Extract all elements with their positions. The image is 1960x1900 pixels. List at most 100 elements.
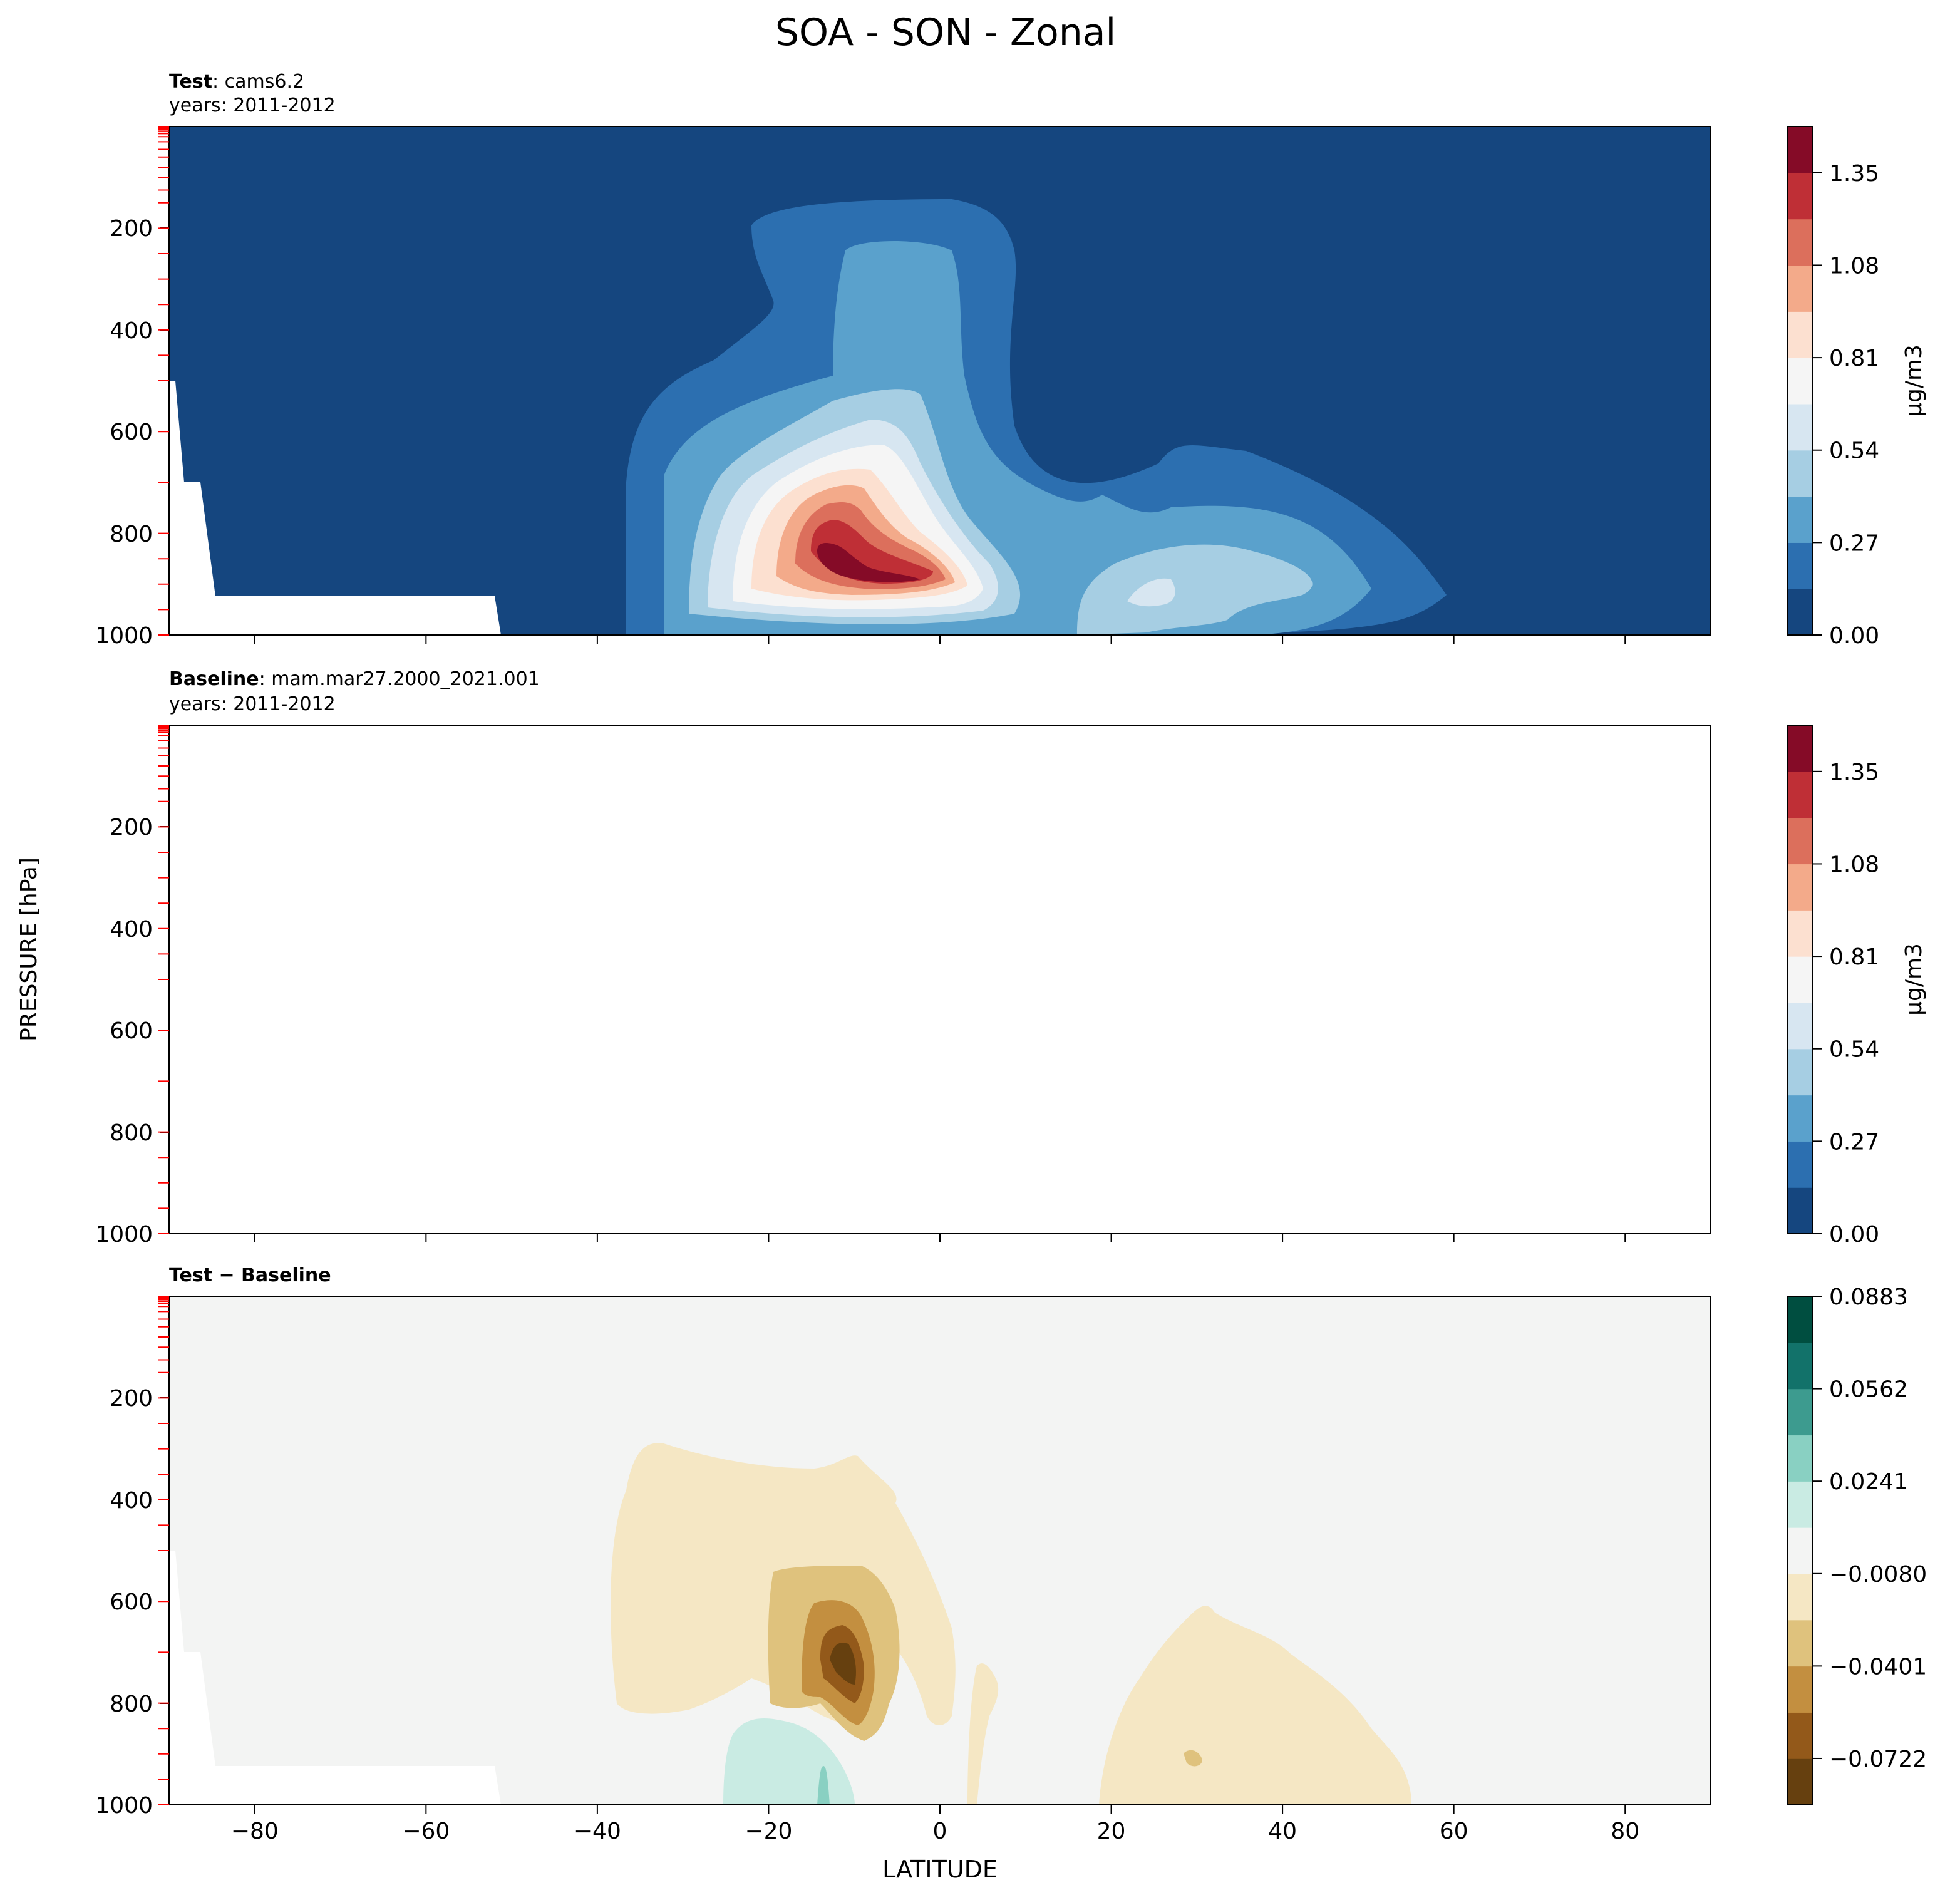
shared-x-label: LATITUDE bbox=[882, 1856, 998, 1883]
panel-baseline-years: years: 2011-2012 bbox=[169, 693, 336, 715]
colorbar-swatch bbox=[1788, 126, 1813, 173]
colorbar-swatch bbox=[1788, 542, 1813, 589]
contour-level-4-east bbox=[1127, 1177, 1175, 1206]
panel-baseline-title-rest: : mam.mar27.2000_2021.001 bbox=[259, 668, 540, 690]
panel-difference: Test − Baseline 200 400 600 800 bbox=[95, 1264, 1927, 1844]
panel-difference-title: Test − Baseline bbox=[169, 1264, 331, 1286]
svg-text:600: 600 bbox=[110, 1589, 153, 1615]
figure-title: SOA - SON - Zonal bbox=[775, 11, 1116, 54]
colorbar-swatch bbox=[1788, 1481, 1813, 1528]
panel-baseline: Baseline: mam.mar27.2000_2021.001 years:… bbox=[95, 668, 1927, 1247]
contour-level-2 bbox=[661, 840, 1371, 1234]
colorbar-swatch bbox=[1788, 1388, 1813, 1436]
svg-text:400: 400 bbox=[110, 318, 153, 344]
contour-level-neg2-east bbox=[1184, 1750, 1202, 1767]
svg-text:1000: 1000 bbox=[95, 1793, 153, 1819]
x-tick-label: 60 bbox=[1440, 1819, 1468, 1844]
panel-difference-yticks: 200 400 600 800 1000 bbox=[95, 1386, 169, 1819]
x-tick-label: −60 bbox=[402, 1819, 450, 1844]
colorbar-swatch bbox=[1788, 1141, 1813, 1188]
svg-text:800: 800 bbox=[110, 1691, 153, 1717]
colorbar-tick-label: 0.54 bbox=[1829, 1037, 1879, 1063]
colorbar-tick-label: −0.0722 bbox=[1829, 1747, 1927, 1772]
colorbar-tick-label: 0.0883 bbox=[1829, 1284, 1908, 1310]
contour-level-4-east bbox=[1127, 578, 1175, 607]
colorbar-frame bbox=[1787, 725, 1813, 1234]
colorbar-swatch bbox=[1788, 450, 1813, 497]
colorbar-swatch bbox=[1788, 956, 1813, 1003]
panel-baseline-title-bold: Baseline bbox=[169, 668, 259, 690]
x-tick-label: 0 bbox=[933, 1819, 947, 1844]
panel-baseline-title: Baseline: mam.mar27.2000_2021.001 bbox=[169, 668, 540, 690]
panel-test-model-level-ticks bbox=[158, 126, 169, 636]
contour-level-pos2 bbox=[817, 1766, 830, 1805]
contour-level-3 bbox=[686, 931, 1020, 1223]
colorbar-swatch bbox=[1788, 1187, 1813, 1234]
colorbar-swatch bbox=[1788, 1527, 1813, 1574]
colorbar-tick-label: 0.27 bbox=[1829, 530, 1879, 556]
colorbar-swatch bbox=[1788, 1435, 1813, 1482]
svg-text:800: 800 bbox=[110, 1120, 153, 1146]
contour-level-3-east bbox=[1077, 544, 1313, 635]
contour-level-neg1-thin bbox=[967, 1663, 999, 1805]
panel-test-xticks bbox=[254, 635, 1626, 644]
colorbar-tick-label: 1.08 bbox=[1829, 852, 1879, 877]
colorbar-swatch bbox=[1788, 817, 1813, 865]
svg-text:1000: 1000 bbox=[95, 623, 153, 649]
colorbar-swatch bbox=[1788, 1666, 1813, 1713]
colorbar-swatch bbox=[1788, 172, 1813, 220]
contour-level-9 bbox=[808, 1109, 933, 1182]
panel-test-contours bbox=[169, 126, 1711, 635]
svg-text:400: 400 bbox=[110, 1488, 153, 1514]
panel-difference-title-bold: Test − Baseline bbox=[169, 1264, 331, 1286]
contour-level-near-zero bbox=[169, 1296, 1711, 1805]
colorbar-swatch bbox=[1788, 1296, 1813, 1343]
contour-level-1 bbox=[623, 798, 1447, 1234]
colorbar-swatch bbox=[1788, 311, 1813, 358]
colorbar-label: μg/m3 bbox=[1901, 943, 1927, 1016]
x-tick-label: 80 bbox=[1611, 1819, 1639, 1844]
missing-data-region bbox=[169, 1551, 501, 1805]
svg-text:200: 200 bbox=[110, 1386, 153, 1412]
colorbar-swatch bbox=[1788, 496, 1813, 543]
panel-difference-contours bbox=[169, 1296, 1711, 1805]
colorbar-tick-label: 0.00 bbox=[1829, 623, 1879, 649]
colorbar-tick-label: 0.0241 bbox=[1829, 1469, 1908, 1495]
svg-text:200: 200 bbox=[110, 815, 153, 840]
colorbar-label: μg/m3 bbox=[1901, 344, 1927, 417]
contour-level-neg5 bbox=[830, 1643, 856, 1685]
contour-level-neg1-east bbox=[1099, 1606, 1411, 1805]
colorbar-swatch bbox=[1788, 403, 1813, 451]
panel-test-yticks: 200 400 600 800 1000 bbox=[95, 216, 169, 649]
panel-test-title: Test: cams6.2 bbox=[169, 71, 304, 93]
colorbar-swatch bbox=[1788, 265, 1813, 312]
colorbar-swatch bbox=[1788, 358, 1813, 405]
colorbar-tick-label: 0.54 bbox=[1829, 438, 1879, 464]
x-tick-label: 40 bbox=[1268, 1819, 1297, 1844]
panel-baseline-xticks bbox=[254, 1234, 1626, 1242]
x-tick-label: 20 bbox=[1097, 1819, 1126, 1844]
contour-level-7 bbox=[773, 1080, 955, 1194]
svg-text:200: 200 bbox=[110, 216, 153, 242]
svg-text:1000: 1000 bbox=[95, 1222, 153, 1247]
panel-test-title-rest: : cams6.2 bbox=[212, 71, 304, 93]
colorbar-tick-label: 0.00 bbox=[1829, 1222, 1879, 1247]
panel-difference-colorbar: −0.0722 −0.0401 −0.0080 0.0241 0.0562 0.0883 bbox=[1787, 1284, 1927, 1805]
colorbar-swatch bbox=[1788, 1619, 1813, 1667]
svg-text:800: 800 bbox=[110, 522, 153, 547]
panel-baseline-yticks: 200 400 600 800 1000 bbox=[95, 815, 169, 1247]
panel-baseline-frame bbox=[168, 725, 1711, 1234]
panel-test: Test: cams6.2 years: 2011-2012 200 400 bbox=[95, 71, 1927, 649]
contour-level-4 bbox=[704, 1009, 998, 1216]
panel-baseline-contours bbox=[169, 725, 1711, 1234]
svg-text:600: 600 bbox=[110, 1018, 153, 1044]
colorbar-tick-label: −0.0401 bbox=[1829, 1654, 1927, 1680]
colorbar-swatch bbox=[1788, 1573, 1813, 1621]
colorbar-tick-label: 0.0562 bbox=[1829, 1377, 1908, 1403]
colorbar-swatch bbox=[1788, 1002, 1813, 1050]
colorbar-swatch bbox=[1788, 1342, 1813, 1390]
colorbar-tick-label: 0.81 bbox=[1829, 346, 1879, 371]
colorbar-tick-label: 1.35 bbox=[1829, 161, 1879, 187]
colorbar-swatch bbox=[1788, 1712, 1813, 1759]
